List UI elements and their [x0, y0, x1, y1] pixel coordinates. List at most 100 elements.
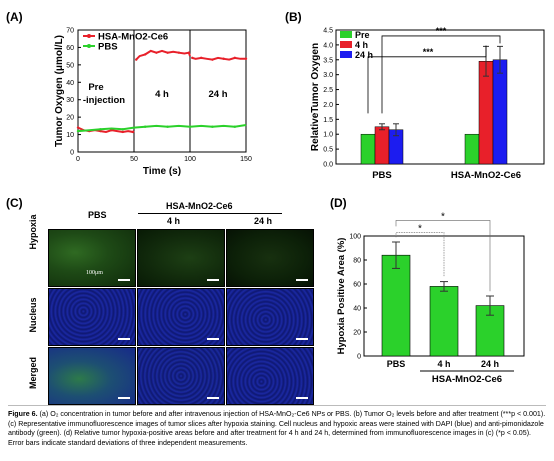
y-tick-label: 3.0: [323, 72, 333, 79]
legend-swatch: [340, 51, 352, 58]
bar: [478, 61, 494, 165]
col-label-24h: 24 h: [254, 216, 273, 226]
data-point: [177, 51, 180, 54]
micro-hypoxia-pbs: 100μm: [48, 229, 136, 287]
data-point: [135, 58, 138, 61]
col-label-4h: 4 h: [167, 216, 181, 226]
y-axis-title: RelativeTumor Oxygen: [310, 43, 321, 151]
data-point: [191, 56, 194, 60]
y-tick-label: 70: [66, 28, 74, 35]
data-point: [131, 130, 135, 134]
sig-label: *: [418, 223, 422, 234]
y-tick-label: 1.5: [323, 117, 333, 124]
row-label-nucleus: Nucleus: [28, 297, 38, 333]
panel-label-c: (C): [6, 196, 23, 210]
plot-frame: [77, 29, 247, 153]
data-point: [211, 58, 214, 61]
bar: [429, 286, 459, 357]
data-point: [188, 125, 192, 128]
x-tick-label: 100: [184, 156, 196, 163]
x-category-label: PBS: [372, 170, 392, 181]
col-label-pbs: PBS: [88, 210, 107, 220]
data-point: [233, 56, 236, 60]
bar: [360, 133, 376, 165]
data-point: [244, 57, 248, 60]
data-point: [144, 125, 147, 128]
annot-pre: Pre: [88, 82, 103, 93]
y-tick-label: 60: [353, 282, 361, 289]
data-point: [144, 53, 147, 56]
x-category-label: HSA-MnO2-Ce6: [451, 170, 521, 181]
annot-injection: -injection: [83, 95, 125, 106]
sig-bracket: [367, 45, 487, 114]
micro-merged-24h: [226, 347, 314, 405]
caption-divider: [8, 405, 546, 406]
data-point: [166, 51, 169, 54]
data-point: [99, 129, 102, 133]
data-point: [99, 128, 102, 131]
y-tick-label: 40: [353, 306, 361, 313]
y-tick-label: 3.5: [323, 57, 333, 64]
data-point: [155, 51, 158, 54]
panel-label-d: (D): [330, 196, 347, 210]
bar: [374, 126, 390, 165]
y-tick-label: 0.5: [323, 147, 333, 154]
data-point: [121, 128, 125, 131]
y-tick-label: 0: [357, 354, 361, 361]
y-tick-label: 20: [353, 330, 361, 337]
y-tick-label: 50: [66, 62, 74, 69]
col-group-label: HSA-MnO2-Ce6: [166, 201, 233, 211]
scale-label: 100μm: [86, 270, 103, 276]
bar: [381, 254, 411, 357]
sig-label: ***: [436, 26, 447, 36]
micro-merged-4h: [137, 347, 225, 405]
series-line: [77, 124, 247, 133]
x-category-label: 4 h: [437, 359, 450, 369]
y-axis-title: Tumor Oxygen (μmol/L): [54, 35, 65, 147]
legend-marker: [87, 44, 91, 48]
sig-bracket: [395, 220, 491, 292]
legend-label: PBS: [98, 42, 118, 53]
y-tick-label: 30: [66, 97, 74, 104]
y-tick-label: 0.0: [323, 162, 333, 169]
micro-hypoxia-24h: [226, 229, 314, 287]
y-tick-label: 0: [70, 150, 74, 157]
x-tick-label: 150: [240, 156, 252, 163]
sig-label: ***: [423, 47, 434, 57]
legend-swatch: [340, 41, 352, 48]
panel-label-a: (A): [6, 10, 23, 24]
row-label-hypoxia: Hypoxia: [28, 214, 38, 250]
group-label: HSA-MnO2-Ce6: [432, 374, 502, 385]
legend-marker: [87, 34, 91, 38]
y-tick-label: 20: [66, 115, 74, 122]
data-point: [211, 125, 214, 128]
sig-bracket: [395, 232, 445, 277]
annot-4h: 4 h: [155, 89, 169, 100]
scale-bar: [207, 279, 219, 281]
bar: [492, 59, 508, 165]
y-tick-label: 80: [353, 258, 361, 265]
legend-label: 24 h: [355, 50, 373, 60]
scale-bar: [207, 338, 219, 340]
row-label-merged: Merged: [28, 357, 38, 390]
scale-bar: [118, 279, 130, 281]
col-group-line: [138, 213, 282, 214]
data-point: [76, 129, 80, 133]
data-point: [233, 125, 236, 128]
y-tick-label: 4.5: [323, 28, 333, 35]
bar: [464, 133, 480, 165]
scale-bar: [296, 397, 308, 399]
scale-bar: [207, 397, 219, 399]
x-axis-title: Time (s): [143, 166, 181, 177]
y-tick-label: 100: [349, 234, 361, 241]
y-tick-label: 60: [66, 45, 74, 52]
data-point: [110, 129, 113, 132]
plot-frame: [335, 29, 545, 165]
legend-label: HSA-MnO2-Ce6: [98, 32, 168, 43]
x-category-label: 24 h: [481, 359, 499, 369]
data-point: [166, 125, 169, 128]
legend-label: Pre: [355, 30, 370, 40]
scale-bar: [296, 338, 308, 340]
chart-b: 0.0 0.5 1.0 1.5 2.0 2.5 3.0 3.5 4.0 4.5 PBS HSA-MnO…: [310, 26, 545, 181]
